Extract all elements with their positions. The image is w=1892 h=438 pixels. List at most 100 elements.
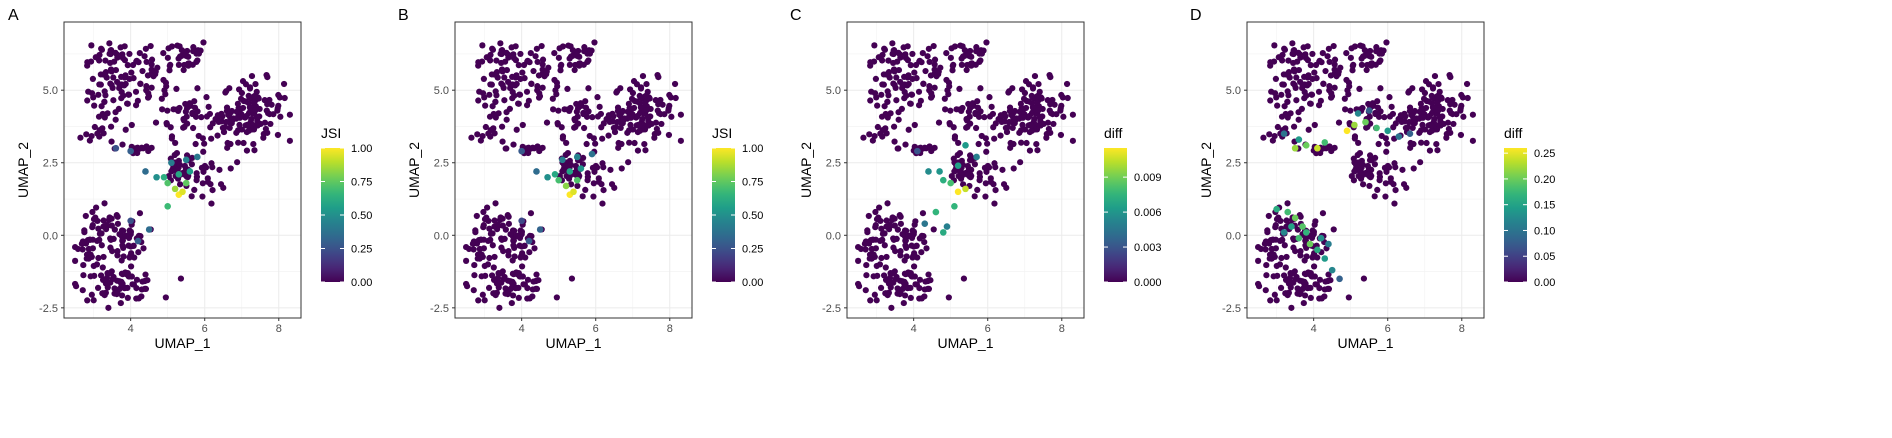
data-point — [96, 51, 103, 59]
data-point — [928, 147, 935, 155]
data-point — [1457, 131, 1465, 139]
legend-title: JSI — [321, 125, 341, 141]
data-point — [1364, 162, 1371, 170]
data-point — [1294, 58, 1301, 65]
data-point — [983, 39, 990, 46]
data-point — [1395, 133, 1403, 140]
data-point — [977, 57, 984, 64]
data-point — [481, 216, 489, 223]
data-point — [1398, 118, 1405, 125]
data-point — [95, 254, 102, 262]
data-point — [1317, 97, 1324, 104]
data-point — [133, 285, 140, 292]
y-tick-label: -2.5 — [822, 303, 841, 315]
data-point — [1273, 297, 1280, 304]
data-point — [234, 127, 242, 134]
data-point — [1280, 130, 1288, 138]
data-point — [895, 49, 902, 56]
data-point — [677, 111, 684, 118]
data-point — [894, 58, 901, 65]
data-point — [866, 131, 873, 138]
data-point — [145, 93, 153, 100]
data-point — [655, 129, 662, 136]
data-point — [905, 232, 912, 240]
data-point — [902, 237, 909, 244]
data-point — [907, 100, 914, 107]
data-point — [233, 108, 240, 115]
data-point — [1373, 124, 1380, 132]
data-point — [867, 97, 874, 104]
data-point — [79, 287, 86, 294]
data-point — [1291, 214, 1299, 222]
data-point — [195, 50, 202, 57]
data-point — [1409, 124, 1416, 132]
data-point — [925, 45, 932, 52]
legend-colorbar — [1104, 148, 1127, 282]
data-point — [119, 237, 126, 244]
y-tick-label: 5.0 — [434, 85, 449, 97]
data-point — [1351, 168, 1358, 175]
data-point — [234, 100, 241, 107]
data-point — [1368, 60, 1376, 67]
data-point — [1047, 74, 1054, 81]
data-point — [126, 50, 133, 58]
data-point — [551, 76, 558, 84]
data-point — [99, 110, 106, 118]
data-point — [175, 61, 182, 68]
data-point — [1433, 99, 1441, 107]
data-point — [1306, 240, 1314, 248]
data-point — [918, 249, 925, 256]
data-point — [1286, 274, 1294, 281]
data-point — [485, 284, 493, 291]
data-point — [87, 273, 94, 280]
data-point — [1316, 57, 1323, 64]
data-point — [510, 51, 517, 58]
data-point — [112, 49, 119, 56]
data-point — [142, 271, 149, 278]
data-point — [236, 86, 243, 93]
data-point — [665, 105, 672, 112]
data-point — [884, 88, 891, 95]
data-point — [625, 100, 632, 107]
data-point — [1321, 293, 1328, 300]
data-point — [499, 222, 506, 229]
data-point — [1357, 175, 1365, 182]
data-point — [1419, 86, 1426, 93]
data-point — [1026, 147, 1034, 154]
data-point — [507, 81, 514, 88]
data-point — [476, 245, 483, 253]
data-point — [194, 153, 201, 161]
legend-tick-label: 0.50 — [742, 210, 763, 222]
data-point — [636, 122, 643, 129]
data-point — [655, 101, 662, 108]
data-point — [1295, 49, 1302, 56]
data-point — [1400, 181, 1408, 188]
data-point — [945, 294, 952, 301]
data-point — [972, 110, 979, 118]
data-point — [1406, 130, 1414, 138]
data-point — [590, 135, 597, 142]
data-point — [1417, 127, 1425, 134]
data-point — [883, 290, 890, 297]
data-point — [624, 115, 631, 122]
data-point — [1316, 285, 1323, 292]
data-point — [518, 147, 525, 155]
data-point — [873, 262, 880, 270]
data-point — [119, 242, 126, 249]
data-point — [1307, 62, 1314, 69]
data-point — [116, 231, 123, 238]
data-point — [145, 147, 152, 155]
data-point — [526, 249, 533, 256]
data-point — [1362, 118, 1369, 126]
data-point — [500, 248, 507, 255]
legend-tick-label: 0.003 — [1134, 242, 1162, 254]
data-point — [883, 130, 890, 137]
data-point — [133, 57, 140, 64]
data-point — [1017, 100, 1024, 107]
data-point — [545, 64, 552, 71]
x-tick-label: 8 — [667, 323, 673, 335]
data-point — [1355, 139, 1362, 147]
data-point — [1272, 75, 1279, 82]
data-point — [639, 72, 647, 80]
data-point — [245, 127, 253, 134]
